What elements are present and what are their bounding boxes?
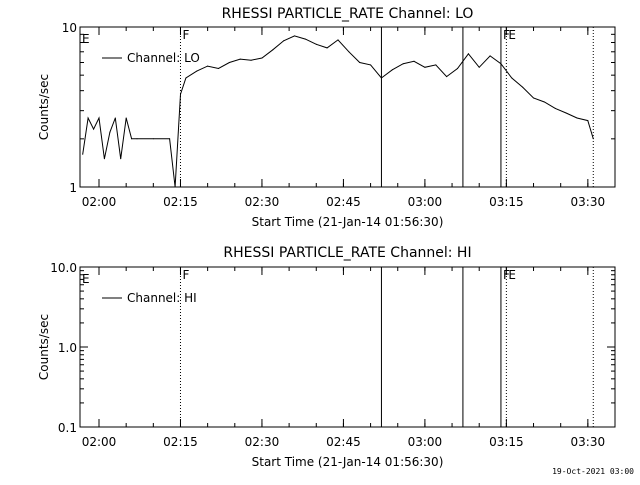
panel-1-plot-frame <box>79 26 616 188</box>
panel-2-x-tick-label: 02:00 <box>82 435 117 449</box>
panel-2-y-tick-label: 10.0 <box>50 261 77 275</box>
panel-2-title: RHESSI PARTICLE_RATE Channel: HI <box>223 245 471 261</box>
panel-1-x-axis-label: Start Time (21-Jan-14 01:56:30) <box>252 215 444 229</box>
panel-2-x-tick-label: 03:30 <box>571 435 606 449</box>
panel-1-y-axis-label: Counts/sec <box>37 74 51 140</box>
panel-1-x-tick-label: 02:00 <box>82 195 117 209</box>
panel-1-event-marker-label: E <box>508 28 516 42</box>
panel-2-event-marker-label: E <box>508 268 516 282</box>
panel-2-x-axis-label: Start Time (21-Jan-14 01:56:30) <box>252 455 444 469</box>
panel-1-x-tick-label: 02:45 <box>326 195 361 209</box>
panel-1-x-tick-label: 03:15 <box>489 195 524 209</box>
panel-2-event-marker-label: F <box>182 268 189 282</box>
panel-2-y-axis-label: Counts/sec <box>37 314 51 380</box>
footer-timestamp: 19-Oct-2021 03:00 <box>552 467 634 476</box>
panel-1-y-tick-label: 10 <box>62 21 77 35</box>
panel-1-legend-entry: Channel: LO <box>127 51 200 65</box>
panel-2-legend-entry: Channel: HI <box>127 291 197 305</box>
panel-1-x-tick-label: 02:15 <box>163 195 198 209</box>
panel-1-series-line <box>82 35 594 188</box>
panel-1-x-tick-label: 02:30 <box>245 195 280 209</box>
panel-2-x-tick-label: 02:45 <box>326 435 361 449</box>
panel-1-event-marker-label: F <box>182 28 189 42</box>
panel-2-x-tick-label: 03:15 <box>489 435 524 449</box>
panel-2-x-tick-label: 03:00 <box>408 435 443 449</box>
panel-2-x-tick-label: 02:15 <box>163 435 198 449</box>
panel-1-y-tick-label: 1 <box>69 181 77 195</box>
panel-1-title: RHESSI PARTICLE_RATE Channel: LO <box>222 6 474 22</box>
panel-2-y-tick-label: 0.1 <box>58 421 77 435</box>
panel-2-event-marker-label: F <box>503 268 510 282</box>
panel-1-x-tick-label: 03:30 <box>571 195 606 209</box>
panel-1-event-marker-label: F <box>503 28 510 42</box>
panel-1-edge-marker-label: E <box>82 32 90 46</box>
panel-1-x-tick-label: 03:00 <box>408 195 443 209</box>
panel-2-y-tick-label: 1.0 <box>58 341 77 355</box>
panel-2-edge-marker-label: E <box>82 272 90 286</box>
panel-2-x-tick-label: 02:30 <box>245 435 280 449</box>
